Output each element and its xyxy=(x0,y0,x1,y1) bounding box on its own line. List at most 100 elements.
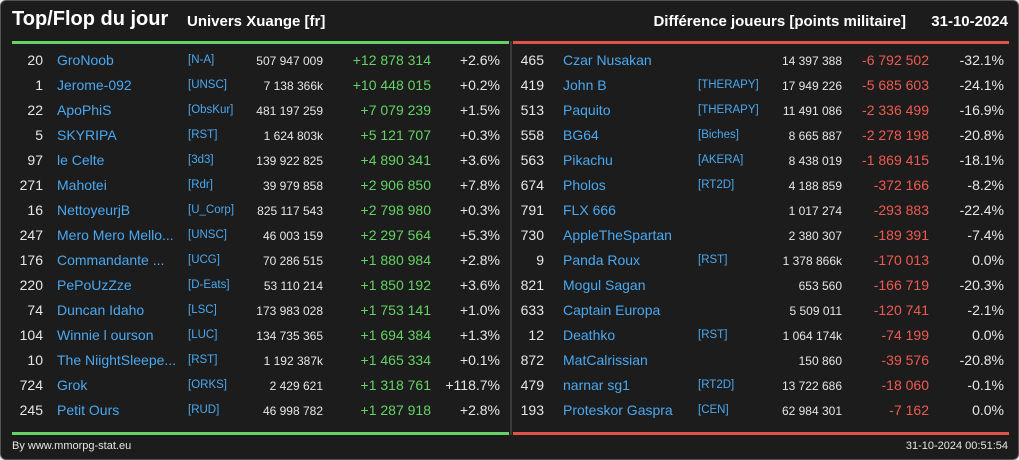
player-rank: 479 xyxy=(520,377,544,393)
player-name-link[interactable]: Winnie l ourson xyxy=(57,327,154,343)
points-difference: +5 121 707 xyxy=(360,127,431,143)
points-difference: -74 199 xyxy=(881,327,929,343)
points-difference: +1 694 384 xyxy=(360,327,431,343)
player-row: 872 MatCalrissian 150 860 -39 576 -20.8% xyxy=(512,348,1018,373)
player-name-link[interactable]: Pholos xyxy=(563,177,606,193)
alliance-tag-link[interactable]: [N-A] xyxy=(188,54,215,66)
military-points: 139 922 825 xyxy=(256,154,323,168)
alliance-tag-link[interactable]: [U_Corp] xyxy=(188,204,235,216)
percent-change: -22.4% xyxy=(959,202,1004,218)
percent-change: 0.0% xyxy=(972,402,1004,418)
military-points: 8 438 019 xyxy=(788,154,842,168)
military-points: 46 998 782 xyxy=(262,404,323,418)
player-name-link[interactable]: FLX 666 xyxy=(563,202,616,218)
alliance-tag-link[interactable]: [UNSC] xyxy=(188,79,227,91)
player-row: 479 narnar sg1 [RT2D] 13 722 686 -18 060 -0.1… xyxy=(512,373,1018,398)
alliance-tag-link[interactable]: [Rdr] xyxy=(188,179,213,191)
military-points: 11 491 086 xyxy=(782,104,842,118)
alliance-tag-link[interactable]: [RST] xyxy=(698,329,728,341)
player-row: 74 Duncan Idaho [LSC] 173 983 028 +1 753 141… xyxy=(1,298,510,323)
player-name-link[interactable]: Paquito xyxy=(563,102,611,118)
alliance-tag-link[interactable]: [RST] xyxy=(188,354,218,366)
alliance-tag-link[interactable]: [UCG] xyxy=(188,254,220,266)
player-name-link[interactable]: Proteskor Gaspra xyxy=(563,402,673,418)
player-name-link[interactable]: Czar Nusakan xyxy=(563,52,652,68)
player-rank: 16 xyxy=(27,202,43,218)
player-row: 5 SKYRIPA [RST] 1 624 803k +5 121 707 +0.3% xyxy=(1,123,510,148)
alliance-tag-link[interactable]: [RUD] xyxy=(188,404,220,416)
alliance-tag-link[interactable]: [RT2D] xyxy=(698,179,735,191)
player-row: 791 FLX 666 1 017 274 -293 883 -22.4% xyxy=(512,198,1018,223)
points-difference: +7 079 239 xyxy=(360,102,431,118)
player-name-link[interactable]: The NiightSleepe... xyxy=(57,352,177,368)
player-name-link[interactable]: narnar sg1 xyxy=(563,377,630,393)
player-name-link[interactable]: John B xyxy=(563,77,607,93)
player-row: 220 PePoUzZze [D-Eats] 53 110 214 +1 850 192… xyxy=(1,273,510,298)
percent-change: +2.8% xyxy=(459,252,500,268)
player-name-link[interactable]: Pikachu xyxy=(563,152,613,168)
player-name-link[interactable]: Duncan Idaho xyxy=(57,302,145,318)
alliance-tag-link[interactable]: [ObsKur] xyxy=(188,104,234,116)
player-row: 724 Grok [ORKS] 2 429 621 +1 318 761 +118.7% xyxy=(1,373,510,398)
points-difference: -189 391 xyxy=(873,227,929,243)
military-points: 2 429 621 xyxy=(269,379,323,393)
player-row: 563 Pikachu [AKERA] 8 438 019 -1 869 415 -18.… xyxy=(512,148,1018,173)
player-rank: 22 xyxy=(27,102,43,118)
player-row: 465 Czar Nusakan 14 397 388 -6 792 502 -32.1… xyxy=(512,48,1018,73)
player-rank: 9 xyxy=(536,252,544,268)
alliance-tag-link[interactable]: [RST] xyxy=(188,129,218,141)
player-name-link[interactable]: Mahotei xyxy=(57,177,107,193)
top-losers-list: 465 Czar Nusakan 14 397 388 -6 792 502 -32.1… xyxy=(512,48,1018,423)
alliance-tag-link[interactable]: [THERAPY] xyxy=(698,79,759,91)
points-difference: +1 287 918 xyxy=(360,402,431,418)
military-points: 53 110 214 xyxy=(263,279,323,293)
player-name-link[interactable]: Deathko xyxy=(563,327,616,343)
player-rank: 193 xyxy=(520,402,544,418)
alliance-tag-link[interactable]: [ORKS] xyxy=(188,379,227,391)
percent-change: -18.1% xyxy=(959,152,1004,168)
alliance-tag-link[interactable]: [LSC] xyxy=(188,304,217,316)
player-name-link[interactable]: Captain Europa xyxy=(563,302,661,318)
percent-change: +0.2% xyxy=(459,77,500,93)
alliance-tag-link[interactable]: [RT2D] xyxy=(698,379,735,391)
player-name-link[interactable]: Petit Ours xyxy=(57,402,120,418)
player-name-link[interactable]: NettoyeurjB xyxy=(57,202,131,218)
player-name-link[interactable]: Panda Roux xyxy=(563,252,641,268)
player-name-link[interactable]: BG64 xyxy=(563,127,599,143)
player-name-link[interactable]: SKYRIPA xyxy=(57,127,117,143)
player-name-link[interactable]: AppleTheSpartan xyxy=(563,227,672,243)
alliance-tag-link[interactable]: [CEN] xyxy=(698,404,729,416)
player-name-link[interactable]: Jerome-092 xyxy=(57,77,132,93)
military-points: 134 735 365 xyxy=(256,329,323,343)
alliance-tag-link[interactable]: [AKERA] xyxy=(698,154,744,166)
points-difference: +1 318 761 xyxy=(360,377,431,393)
player-name-link[interactable]: Commandante ... xyxy=(57,252,165,268)
footer-timestamp: 31-10-2024 00:51:54 xyxy=(905,440,1008,452)
player-rank: 513 xyxy=(520,102,544,118)
player-row: 10 The NiightSleepe... [RST] 1 192 387k +1 4… xyxy=(1,348,510,373)
player-row: 1 Jerome-092 [UNSC] 7 138 366k +10 448 015 +0… xyxy=(1,73,510,98)
alliance-tag-link[interactable]: [Biches] xyxy=(698,129,739,141)
player-name-link[interactable]: MatCalrissian xyxy=(563,352,648,368)
player-name-link[interactable]: GroNoob xyxy=(57,52,114,68)
alliance-tag-link[interactable]: [THERAPY] xyxy=(698,104,759,116)
player-row: 271 Mahotei [Rdr] 39 979 858 +2 906 850 +7.8% xyxy=(1,173,510,198)
player-row: 9 Panda Roux [RST] 1 378 866k -170 013 0.0% xyxy=(512,248,1018,273)
alliance-tag-link[interactable]: [3d3] xyxy=(188,154,214,166)
player-name-link[interactable]: Grok xyxy=(57,377,88,393)
alliance-tag-link[interactable]: [LUC] xyxy=(188,329,218,341)
alliance-tag-link[interactable]: [D-Eats] xyxy=(188,279,230,291)
player-row: 821 Mogul Sagan 653 560 -166 719 -20.3% xyxy=(512,273,1018,298)
alliance-tag-link[interactable]: [UNSC] xyxy=(188,229,227,241)
player-rank: 558 xyxy=(520,127,544,143)
player-name-link[interactable]: ApoPhiS xyxy=(57,102,112,118)
player-name-link[interactable]: Mero Mero Mello... xyxy=(57,227,174,243)
percent-change: -8.2% xyxy=(967,177,1004,193)
player-rank: 633 xyxy=(520,302,544,318)
player-name-link[interactable]: le Celte xyxy=(57,152,105,168)
player-name-link[interactable]: Mogul Sagan xyxy=(563,277,646,293)
column-separator xyxy=(510,41,512,435)
player-name-link[interactable]: PePoUzZze xyxy=(57,277,132,293)
points-difference: -2 336 499 xyxy=(862,102,929,118)
alliance-tag-link[interactable]: [RST] xyxy=(698,254,728,266)
